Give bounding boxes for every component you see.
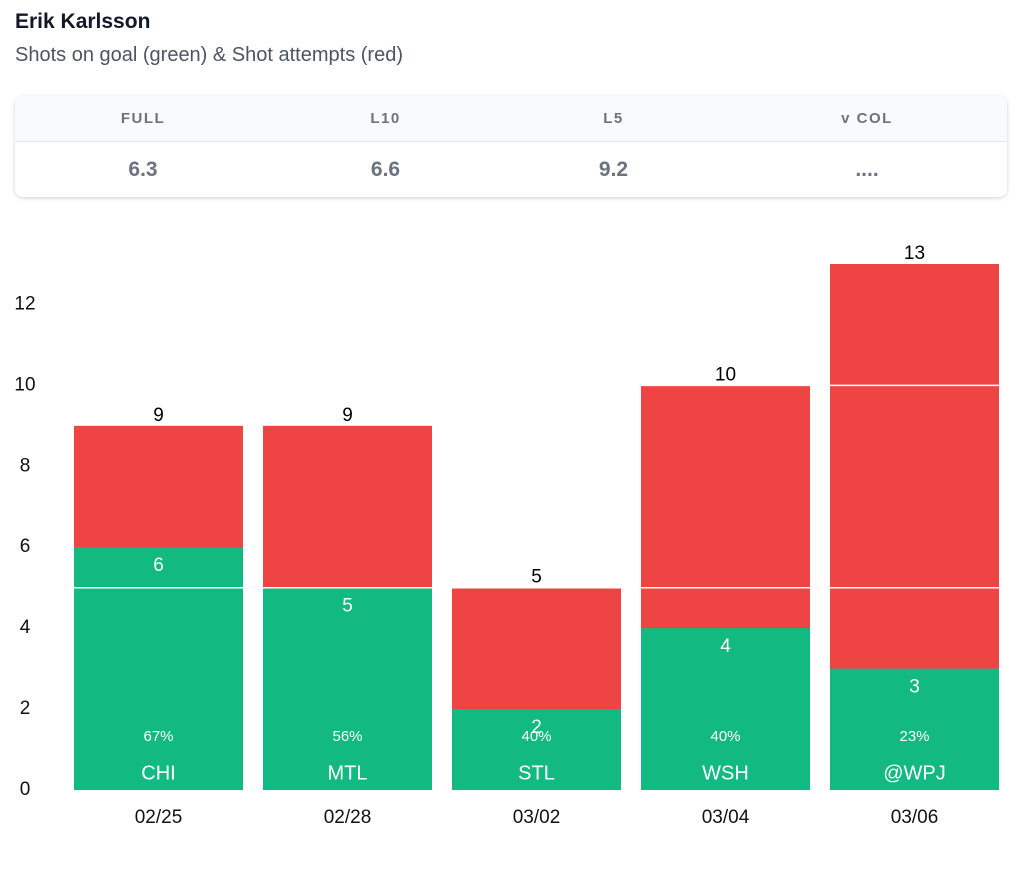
stat-value: .... — [855, 157, 879, 181]
y-tick-label: 0 — [20, 779, 31, 800]
shots-bar — [641, 628, 810, 790]
shots-label: 5 — [342, 596, 353, 617]
attempts-label: 9 — [153, 405, 164, 426]
attempts-label: 9 — [342, 405, 353, 426]
shots-label: 3 — [909, 677, 920, 698]
shot-pct-label: 40% — [710, 728, 740, 745]
stat-label: v COL — [841, 110, 893, 127]
y-tick-label: 10 — [14, 374, 35, 395]
x-tick-label: 02/28 — [324, 807, 372, 828]
shots-bar — [830, 668, 999, 790]
y-tick-label: 4 — [20, 617, 31, 638]
shots-bar — [74, 547, 243, 790]
attempts-label: 10 — [715, 364, 736, 385]
player-name: Erik Karlsson — [15, 10, 151, 33]
stat-label: L5 — [603, 110, 624, 127]
x-tick-label: 03/04 — [702, 807, 750, 828]
y-tick-label: 6 — [20, 536, 31, 557]
y-tick-label: 2 — [20, 698, 31, 719]
x-tick-label: 02/25 — [135, 807, 183, 828]
stats-card: FULL L10 L5 v COL 6.3 6.6 9.2.... — [15, 96, 1007, 197]
stats-header-row: FULL L10 L5 v COL — [15, 96, 1007, 142]
stat-label: L10 — [370, 110, 401, 127]
shots-bar — [452, 709, 621, 790]
shot-pct-label: 40% — [521, 728, 551, 745]
subtitle: Shots on goal (green) & Shot attempts (r… — [15, 44, 403, 66]
opponent-label: STL — [518, 762, 555, 784]
shots-bar — [263, 587, 432, 790]
x-tick-label: 03/02 — [513, 807, 561, 828]
shots-label: 6 — [153, 555, 164, 576]
stat-label: FULL — [120, 110, 166, 127]
opponent-label: MTL — [328, 762, 368, 784]
stat-value: 9.2 — [598, 157, 629, 181]
shots-label: 2 — [531, 717, 542, 738]
attempts-label: 5 — [531, 567, 542, 588]
y-tick-label: 8 — [20, 455, 31, 476]
stat-value: 6.6 — [370, 157, 401, 181]
y-tick-label: 12 — [14, 293, 35, 314]
opponent-label: @WPJ — [883, 762, 946, 784]
stat-value: 6.3 — [128, 157, 158, 181]
stats-value-row: 6.3 6.6 9.2.... — [15, 142, 1007, 197]
x-tick-label: 03/06 — [891, 807, 939, 828]
opponent-label: CHI — [141, 762, 175, 784]
shots-label: 4 — [720, 636, 731, 657]
attempts-label: 13 — [904, 243, 925, 264]
shot-pct-label: 67% — [143, 728, 173, 745]
shot-pct-label: 56% — [332, 728, 362, 745]
shot-pct-label: 23% — [899, 728, 929, 745]
opponent-label: WSH — [702, 762, 749, 784]
